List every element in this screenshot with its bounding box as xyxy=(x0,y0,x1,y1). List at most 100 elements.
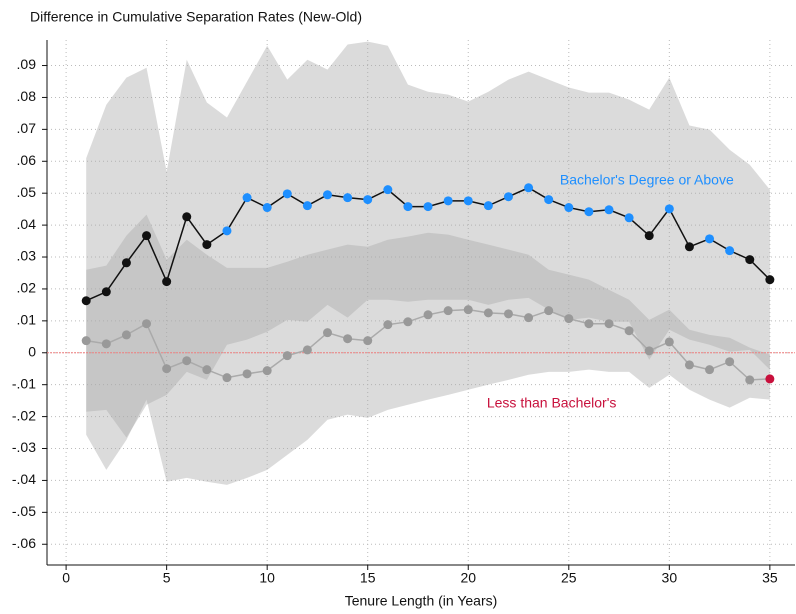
data-point xyxy=(544,195,554,205)
y-tick-label: .07 xyxy=(17,120,37,136)
data-point xyxy=(262,366,272,376)
data-point xyxy=(282,351,292,361)
data-point xyxy=(242,369,252,379)
data-point xyxy=(142,319,152,329)
data-point xyxy=(222,373,232,383)
x-tick-label: 0 xyxy=(62,570,70,586)
data-point xyxy=(323,190,332,200)
data-point xyxy=(664,337,674,347)
data-point xyxy=(323,328,332,338)
y-tick-label: .09 xyxy=(17,56,37,72)
data-point xyxy=(684,360,694,370)
series-annotation: Less than Bachelor's xyxy=(487,395,617,411)
y-tick-label: .06 xyxy=(17,152,37,168)
data-point xyxy=(604,205,614,215)
data-point xyxy=(604,319,614,329)
data-point xyxy=(403,202,413,212)
data-point xyxy=(142,231,152,241)
confidence-band xyxy=(86,214,770,485)
x-tick-label: 20 xyxy=(460,570,476,586)
data-point xyxy=(121,330,131,340)
data-point xyxy=(684,242,694,252)
y-tick-label: -.05 xyxy=(12,503,36,519)
y-tick-label: -.03 xyxy=(12,439,36,455)
data-point xyxy=(725,357,735,367)
data-point xyxy=(765,374,775,384)
y-tick-label: .02 xyxy=(17,280,37,296)
data-point xyxy=(624,326,634,336)
data-point xyxy=(624,213,634,223)
data-point xyxy=(363,195,373,205)
x-tick-label: 10 xyxy=(259,570,275,586)
data-point xyxy=(182,356,192,366)
data-point xyxy=(483,308,493,318)
data-point xyxy=(503,192,513,202)
chart-title: Difference in Cumulative Separation Rate… xyxy=(30,9,362,25)
data-point xyxy=(383,320,393,330)
data-point xyxy=(81,296,91,306)
data-point xyxy=(463,196,473,206)
x-tick-label: 5 xyxy=(163,570,171,586)
data-point xyxy=(644,231,654,241)
data-point xyxy=(242,193,252,203)
x-tick-label: 25 xyxy=(561,570,577,586)
confidence-band xyxy=(86,41,770,438)
data-point xyxy=(524,313,534,323)
data-point xyxy=(644,346,654,356)
data-point xyxy=(765,275,775,285)
data-point xyxy=(343,193,353,203)
data-point xyxy=(202,365,212,375)
y-tick-label: .05 xyxy=(17,184,37,200)
data-point xyxy=(202,240,212,250)
data-point xyxy=(423,202,433,212)
x-tick-label: 30 xyxy=(662,570,678,586)
data-point xyxy=(483,201,493,211)
data-point xyxy=(564,203,574,213)
data-point xyxy=(182,212,192,222)
y-tick-label: .03 xyxy=(17,248,37,264)
data-point xyxy=(705,365,715,375)
y-tick-label: -.04 xyxy=(12,471,36,487)
data-point xyxy=(443,306,453,316)
data-point xyxy=(524,183,534,193)
data-point xyxy=(101,339,111,349)
data-point xyxy=(222,226,232,236)
data-point xyxy=(162,364,172,374)
data-point xyxy=(262,203,272,213)
y-tick-label: .01 xyxy=(17,312,37,328)
data-point xyxy=(423,310,433,320)
data-point xyxy=(725,246,735,256)
y-tick-label: .04 xyxy=(17,216,37,232)
data-point xyxy=(343,334,353,344)
y-tick-label: -.01 xyxy=(12,375,36,391)
y-tick-label: .08 xyxy=(17,88,37,104)
y-tick-label: -.06 xyxy=(12,535,36,551)
y-tick-label: 0 xyxy=(28,343,36,359)
x-tick-label: 35 xyxy=(762,570,778,586)
data-point xyxy=(745,255,755,265)
data-point xyxy=(282,189,292,199)
data-point xyxy=(544,306,554,316)
data-point xyxy=(705,234,715,244)
data-point xyxy=(584,319,594,329)
data-point xyxy=(121,258,131,268)
data-point xyxy=(664,204,674,214)
data-point xyxy=(162,277,172,287)
y-tick-label: -.02 xyxy=(12,407,36,423)
data-point xyxy=(564,314,574,324)
data-point xyxy=(363,336,373,346)
data-point xyxy=(443,196,453,206)
data-point xyxy=(503,309,513,319)
data-point xyxy=(302,201,312,211)
series-annotation: Bachelor's Degree or Above xyxy=(560,171,734,187)
data-point xyxy=(745,375,755,385)
data-point xyxy=(81,336,91,346)
data-point xyxy=(403,317,413,327)
data-point xyxy=(383,185,393,195)
data-point xyxy=(302,345,312,355)
x-tick-label: 15 xyxy=(360,570,376,586)
data-point xyxy=(101,287,111,297)
data-point xyxy=(463,305,473,315)
x-axis-label: Tenure Length (in Years) xyxy=(345,593,498,609)
